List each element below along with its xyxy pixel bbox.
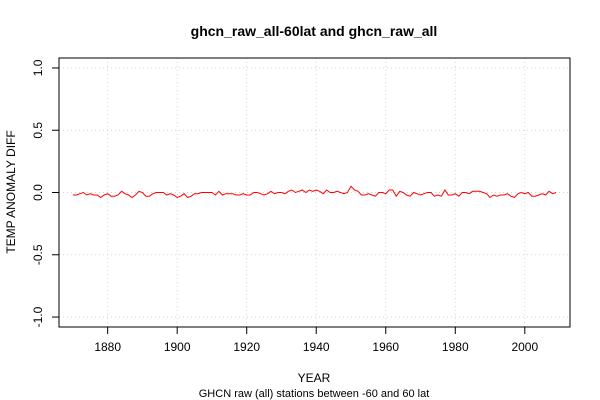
x-tick-label: 1960 (372, 340, 399, 354)
y-tick-label: 0.5 (31, 122, 45, 139)
y-tick-label: -1.0 (31, 306, 45, 327)
x-tick-label: 1900 (164, 340, 191, 354)
series-layer (72, 185, 557, 199)
axes: 1880 1900 1920 1940 1960 1980 2000 -1.0 -0.5 0.0 0… (31, 59, 538, 354)
plot-frame (58, 57, 571, 328)
x-tick-label: 1920 (233, 340, 260, 354)
y-axis-label: TEMP ANOMALY DIFF (4, 130, 18, 253)
x-tick-label: 2000 (511, 340, 538, 354)
x-tick-label: 1940 (303, 340, 330, 354)
x-tick-label: 1980 (442, 340, 469, 354)
x-tick-label: 1880 (94, 340, 121, 354)
y-tick-label: -0.5 (31, 244, 45, 265)
x-axis-sublabel: GHCN raw (all) stations between -60 and … (199, 388, 430, 400)
x-axis-label: YEAR (298, 371, 331, 385)
y-tick-label: 1.0 (31, 59, 45, 76)
chart-title: ghcn_raw_all-60lat and ghcn_raw_all (191, 23, 438, 39)
grid (59, 58, 570, 327)
series-line (72, 185, 557, 199)
y-tick-label: 0.0 (31, 184, 45, 201)
